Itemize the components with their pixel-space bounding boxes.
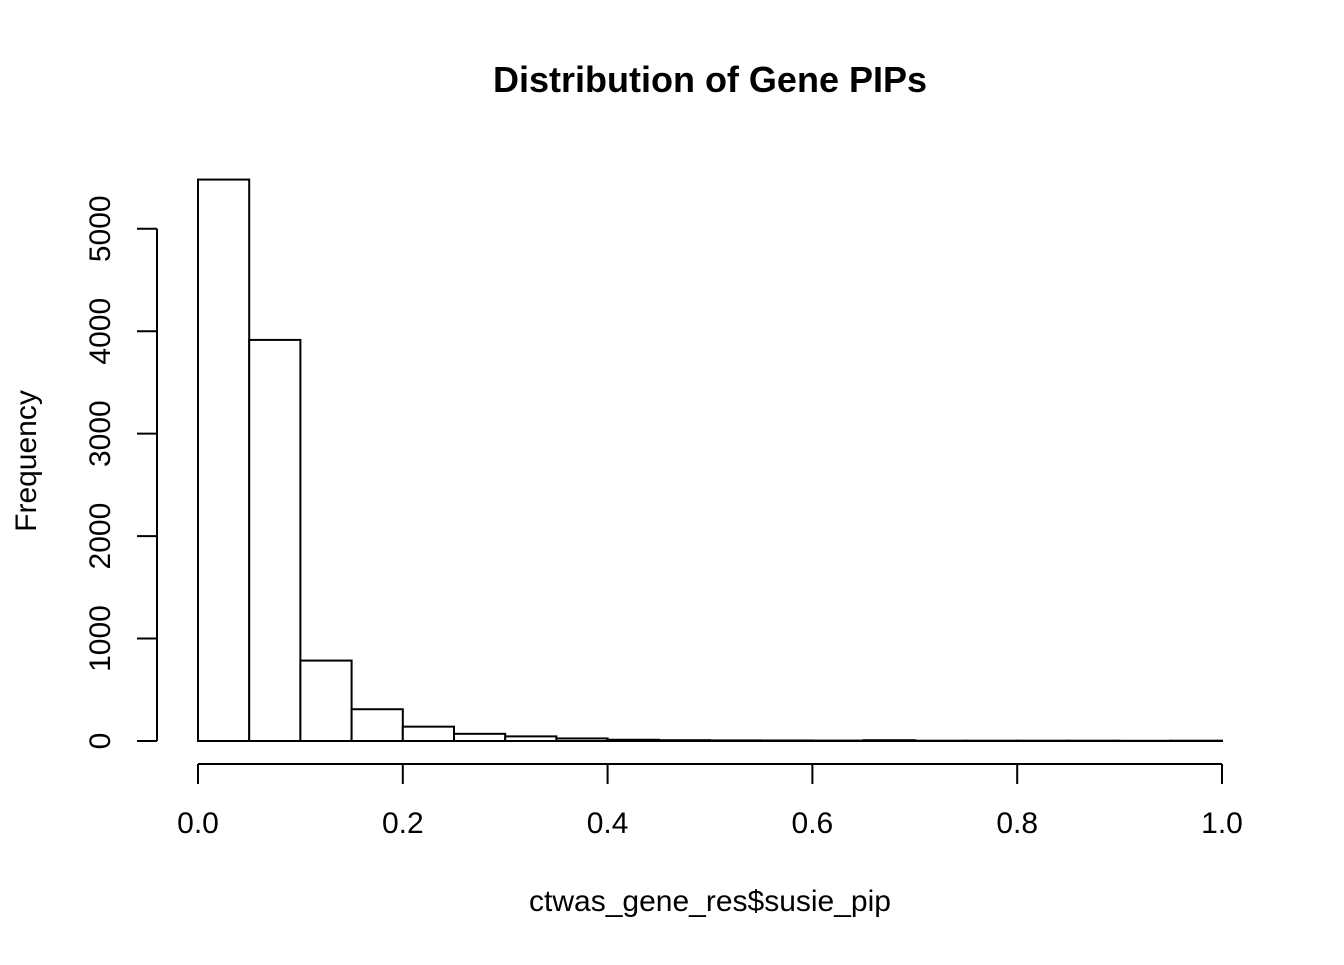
- x-axis: 0.0 0.2 0.4 0.6 0.8 1.0: [177, 764, 1243, 840]
- y-axis: 0 1000 2000 3000 4000 5000: [84, 195, 157, 749]
- x-axis-label: ctwas_gene_res$susie_pip: [529, 885, 891, 918]
- histogram-bar: [608, 740, 659, 741]
- y-tick-label: 1000: [84, 605, 117, 672]
- chart-title: Distribution of Gene PIPs: [493, 59, 927, 100]
- histogram-bar: [300, 661, 351, 741]
- histogram-bar: [352, 709, 403, 741]
- x-tick-label: 0.8: [996, 807, 1038, 840]
- histogram-bar: [710, 740, 761, 741]
- histogram-bar: [249, 340, 300, 741]
- histogram-bar: [556, 738, 607, 741]
- y-tick-label: 4000: [84, 298, 117, 365]
- histogram-bar: [403, 727, 454, 741]
- y-axis-label: Frequency: [10, 390, 43, 532]
- histogram-bar: [659, 740, 710, 741]
- bars-group: [198, 180, 1222, 741]
- x-tick-label: 1.0: [1201, 807, 1243, 840]
- x-tick-label: 0.6: [792, 807, 834, 840]
- x-tick-label: 0.0: [177, 807, 219, 840]
- histogram-bar: [761, 740, 812, 741]
- histogram-bar: [454, 734, 505, 741]
- histogram-bar: [505, 736, 556, 741]
- y-tick-label: 0: [84, 733, 117, 750]
- histogram-bar: [864, 740, 915, 741]
- y-tick-label: 5000: [84, 195, 117, 262]
- y-tick-label: 2000: [84, 503, 117, 570]
- x-tick-label: 0.4: [587, 807, 629, 840]
- histogram-bar: [198, 180, 249, 741]
- x-tick-label: 0.2: [382, 807, 424, 840]
- y-tick-label: 3000: [84, 400, 117, 467]
